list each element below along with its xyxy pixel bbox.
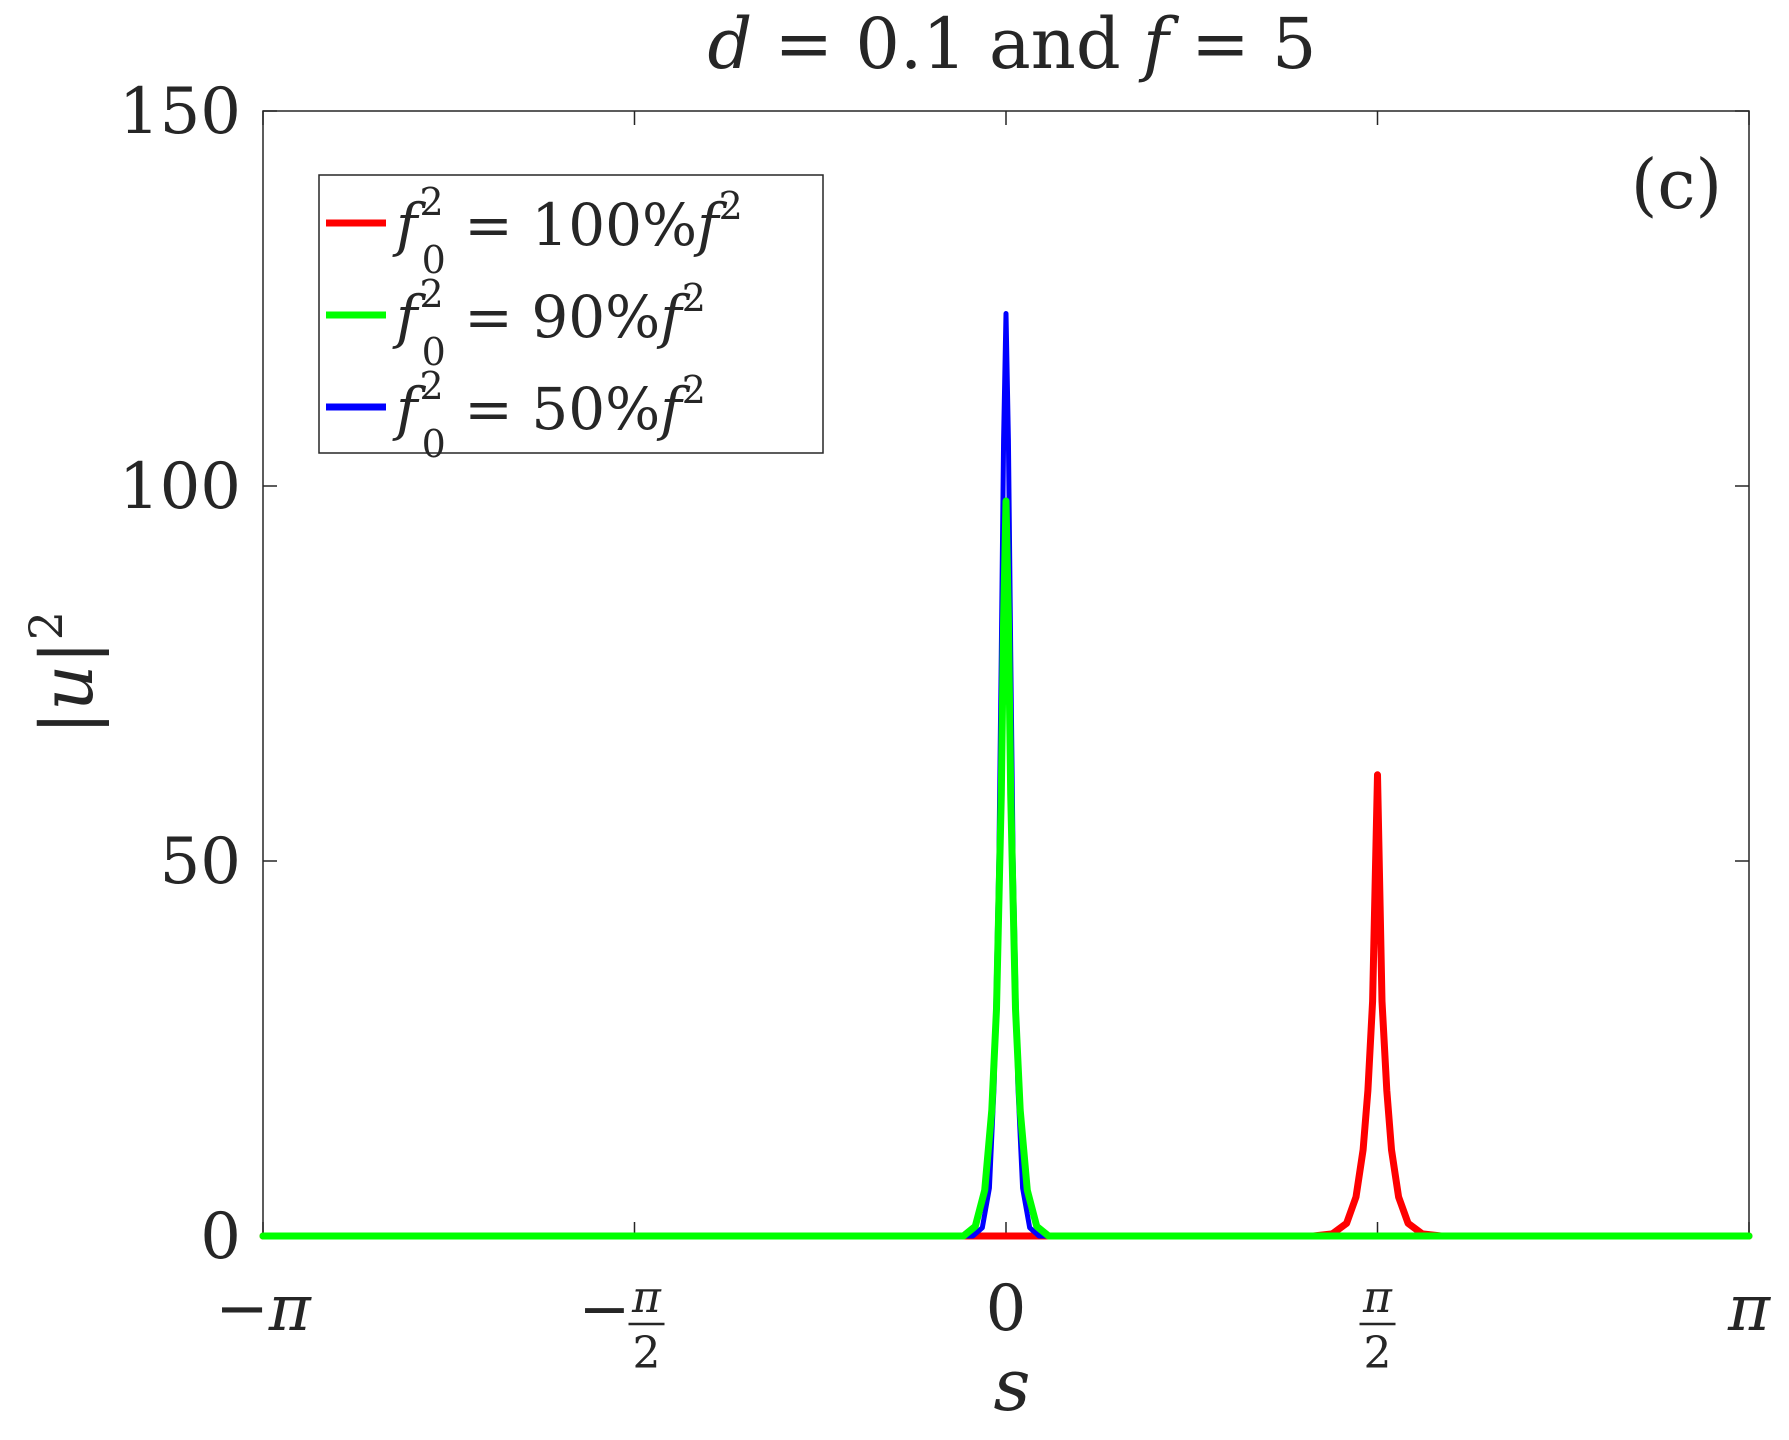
x-tick-label: π (1727, 1272, 1771, 1346)
x-tick-label-sign: − (579, 1272, 631, 1345)
series-line-0 (259, 771, 1753, 1240)
y-tick-label: 150 (119, 75, 241, 149)
y-tick-label: 0 (200, 1200, 241, 1274)
x-tick-label-num: π (1362, 1272, 1393, 1323)
x-tick-label: 0 (986, 1272, 1027, 1346)
x-tick-label-num: π (631, 1272, 662, 1323)
y-axis-label-base: |u| (25, 640, 109, 735)
y-axis-label-exponent: 2 (19, 611, 73, 640)
chart-title: d = 0.1 and f = 5 (707, 3, 1316, 85)
legend-label-0: f2 0 = 100%f2 (392, 180, 743, 282)
x-tick-label-den: 2 (632, 1328, 660, 1379)
svg-text:|u|2: |u|2 (19, 611, 109, 735)
series-line-2 (260, 311, 1752, 1239)
y-tick-labels: 0 50 100 150 (119, 75, 241, 1274)
series-layer (259, 311, 1753, 1240)
x-tick-label: −π (215, 1272, 312, 1346)
legend-box (318, 174, 824, 454)
x-tick-label-den: 2 (1364, 1328, 1392, 1379)
series-line-1 (259, 497, 1753, 1240)
panel-label: (c) (1631, 146, 1722, 225)
legend-label-1: f2 0 = 90%f2 (392, 272, 706, 374)
y-axis-label: |u|2 (19, 611, 109, 735)
x-tick-labels: −π − π20 π2π (215, 1272, 1771, 1379)
y-tick-label: 100 (119, 450, 241, 524)
y-tick-label: 50 (160, 825, 241, 899)
x-tick-label: π2 (1359, 1272, 1396, 1379)
x-axis-label: s (994, 1343, 1031, 1427)
x-tick-label: − π2 (579, 1272, 665, 1379)
